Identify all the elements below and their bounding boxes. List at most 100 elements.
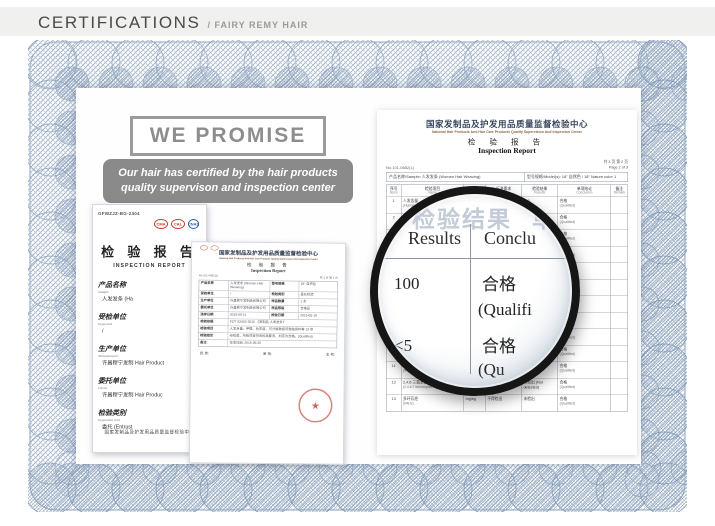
red-seal-icon <box>200 245 209 251</box>
magnified-conclusion-1-en: (Qualifi <box>478 300 532 319</box>
magnified-grid-line <box>378 258 572 259</box>
field-value: 人发发条 (Ha <box>102 296 133 302</box>
cell-value: 1 条 <box>298 298 338 306</box>
certificate-summary-doc: 国家发制品及护发用品质量监督检验中心 National Hair Product… <box>188 241 347 465</box>
cell-label: 检验日期 <box>269 312 299 320</box>
certificate-cover-content: GFWZJZ-BG-2404 CMA CAL CNAS 检 验 报 告 INSP… <box>93 205 206 452</box>
cell-conclusion: 合格(Qualified) <box>557 378 611 395</box>
certificate-cover-doc: GFWZJZ-BG-2404 CMA CAL CNAS 检 验 报 告 INSP… <box>92 204 207 453</box>
cell-label: 备注 <box>200 340 207 345</box>
field-value: 许昌穆宁发制 Hair Product <box>102 360 165 366</box>
cell-conclusion-en: (Qualified) <box>559 220 576 225</box>
cell-label: 产品名称 <box>200 281 214 285</box>
cell-unit: mg/kg <box>463 395 486 412</box>
doc-code: GFWZJZ-BG-2404 <box>98 211 140 216</box>
red-seal-icon <box>210 245 219 251</box>
column-header: 检验项目 Name <box>400 185 464 197</box>
cell-index: 12 <box>391 380 396 385</box>
report-page-cn: 共 3 页 第 2 页 <box>603 159 628 165</box>
cal-seal-icon: CAL <box>171 219 185 229</box>
model-label: 型号规格/Model(s): <box>526 174 561 180</box>
cell-item-en: (2,4,6-Trichlorophenol) <box>402 385 438 390</box>
cell-conclusion-en: (Qualified) <box>559 204 576 208</box>
report-sample: 产品名称/Sample: 人发发条 (Women Hair Weaving) <box>387 173 524 182</box>
we-promise-heading: WE PROMISE <box>149 124 307 147</box>
magnified-conclusion-header: Conclu <box>484 228 536 248</box>
doc1-field: 受检单位 Inspected / <box>98 312 201 336</box>
magnified-faint-col2-cn: 单 <box>532 206 557 232</box>
field-label-cn: 受检单位 Inspected <box>98 314 201 327</box>
table-row: 备注 签发日期: 2015-05-20 <box>198 339 337 348</box>
cell-label: 检验结论 <box>200 333 214 338</box>
doc2-signatures: 批 准: 审 核: 主 检: <box>198 351 337 357</box>
report-title-cn: 检 验 报 告 <box>467 138 547 147</box>
cell-result: 未检出 (Not detected) <box>521 378 557 395</box>
table-row: 产品名称 人发发条 (Women Hair Weaving) 型号规格 18" 自然色 <box>199 280 338 292</box>
cell-label: 型号规格 <box>269 281 299 292</box>
cell-remark <box>610 279 628 296</box>
cell-label: 生产单位 <box>200 298 214 303</box>
cell-remark <box>610 230 628 247</box>
magnifier-glass: 检验结果 单 Results Conclu 100 合格 (Qualifi <5… <box>370 186 580 396</box>
cell-value: 人发发条 (Women Hair Weaving) <box>228 280 270 292</box>
cell-conclusion: 合格(Qualified) <box>557 395 611 412</box>
column-header: 备注 Remark <box>610 185 628 197</box>
cell-conclusion-en: (Qualified) <box>559 385 576 390</box>
magnified-grid-line <box>470 224 471 374</box>
cell-remark <box>610 213 628 230</box>
page-title: CERTIFICATIONS <box>38 13 201 32</box>
cell-value: 许昌穆宁发制品有限公司 <box>227 298 270 306</box>
cell-label: 受检单位 <box>200 291 214 296</box>
report-model: 型号规格/Model(s): 18" 自然色 / 18" Nature colo… <box>523 172 628 182</box>
doc2-title-en: Inspection Report <box>251 267 286 274</box>
magnified-results-header: Results <box>408 228 462 248</box>
column-header-en: Conclusion <box>576 191 593 195</box>
cell-label: 检验依据 <box>200 319 214 324</box>
promise-statement: Our hair has certified by the hair produ… <box>103 159 353 203</box>
magnified-conclusion-2-cn: 合格 <box>482 337 516 356</box>
report-sample-row: 产品名称/Sample: 人发发条 (Women Hair Weaving) 型… <box>386 172 628 183</box>
cell-label: 检验项目 <box>200 326 214 331</box>
red-stamp-icon: ★ <box>298 388 333 423</box>
guilloche-scallop <box>624 462 660 498</box>
column-header: 单项结论 Conclusion <box>557 185 611 197</box>
cell-item-en: (PAHs) <box>402 402 414 406</box>
cell-conclusion: 合格(Qualified) <box>557 345 611 362</box>
cell-conclusion: 合格(Qualified) <box>557 213 611 230</box>
cell-conclusion-en: (Qualified) <box>559 402 576 406</box>
report-title-en: Inspection Report <box>478 147 536 155</box>
accreditation-seals: CMA CAL CNAS <box>98 219 201 229</box>
cell-value: 签发日期: 2015-05-20 <box>227 340 337 348</box>
field-value: 委托 (Entrust <box>102 424 133 430</box>
field-value: 许昌穆宁发制 Hair Produc <box>102 392 163 398</box>
table-row: 13 多环芳烃 (PAHs) mg/kg 不得检出 未检出 合格 (Qualified) <box>386 394 628 412</box>
doc1-field: 检验类别 Inspection Sort 委托 (Entrust <box>98 408 201 432</box>
cell-item: 多环芳烃 (PAHs) <box>400 395 464 412</box>
column-header: 检验结果 Results <box>521 185 557 197</box>
cell-conclusion-en: (Qualified) <box>559 237 576 241</box>
cell-index: 13 <box>391 396 396 402</box>
cell-remark <box>610 296 628 313</box>
cell-index: 11 <box>391 363 396 369</box>
cell-value: 2015-05-11 <box>227 312 270 320</box>
doc1-field: 产品名称 Sample 人发发条 (Ha <box>98 280 201 304</box>
doc2-report-no: No.101-0682(1) <box>198 274 219 278</box>
cell-remark <box>610 329 628 346</box>
field-label-cn: 委托单位 Client <box>98 378 201 391</box>
doc1-footer: 国家发制品及护发用品质量监督检验中心 <box>104 429 195 435</box>
cell-label: 委托单位 <box>200 305 214 310</box>
cell-value: 合格品 <box>298 305 337 313</box>
cell-label: 送样日期 <box>200 312 214 317</box>
column-header-en: Results <box>534 191 546 195</box>
cell-label: 样品等级 <box>269 305 299 313</box>
field-value: / <box>102 328 104 334</box>
stamp-star-icon: ★ <box>310 400 320 412</box>
certificate-summary-content: 国家发制品及护发用品质量监督检验中心 National Hair Product… <box>190 242 345 464</box>
column-header-en: Remark <box>613 191 625 195</box>
sign-test: 主 检: <box>326 353 335 357</box>
cell-remark <box>610 246 628 263</box>
cell-index: 1 <box>392 198 395 204</box>
field-label-cn: 产品名称 Sample <box>98 282 201 295</box>
magnified-conclusion-1-cn: 合格 <box>482 275 516 294</box>
